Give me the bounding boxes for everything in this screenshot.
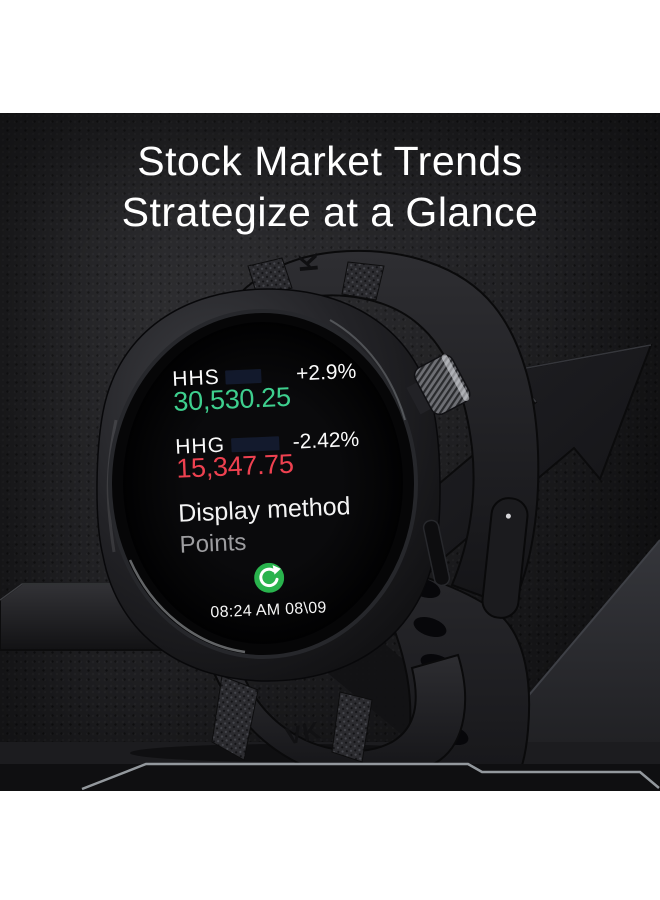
stock-value: 15,347.75 [175,448,295,484]
stock-change: -2.42% [292,427,360,454]
platform-edge-line [81,762,660,791]
headline-line-2: Strategize at a Glance [121,189,539,235]
strap-keeper [481,497,529,619]
platform-front [0,764,660,791]
brand-logo-top: K [292,252,324,274]
stock-value: 30,530.25 [172,381,292,417]
status-bar-text: 08:24 AM 08\09 [210,599,328,622]
headline-line-1: Stock Market Trends [137,138,523,184]
display-method-label: Display method [177,492,352,528]
watch-screen-content: HHS +2.9% 30,530.25 HHG -2.42% 15,347.75… [123,322,403,644]
stock-change: +2.9% [295,359,357,386]
watch-crown [406,354,471,416]
watch-side-button [422,519,451,587]
watch-screen: HHS +2.9% 30,530.25 HHG -2.42% 15,347.75… [123,322,403,644]
watch-strap-bottom: VK [203,648,467,781]
refresh-icon [254,562,285,593]
display-method-value: Points [179,528,247,559]
headline: Stock Market Trends Strategize at a Glan… [0,136,660,238]
